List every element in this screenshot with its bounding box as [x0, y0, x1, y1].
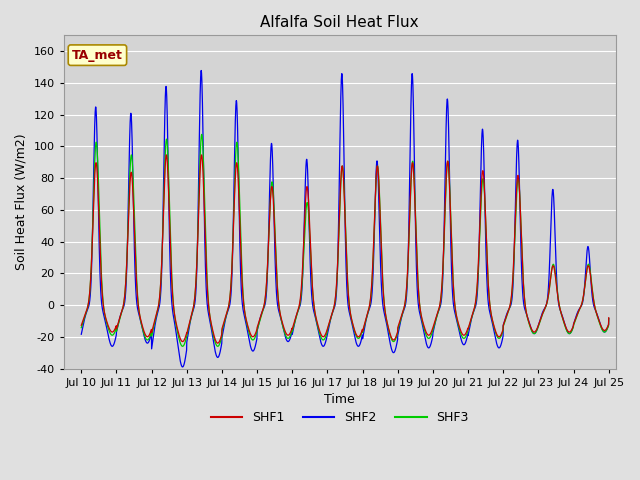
SHF3 — [581, 281, 589, 287]
SHF1 — [214, 340, 221, 346]
SHF1 — [331, 298, 339, 304]
SHF2 — [197, 68, 205, 73]
SHF3 — [605, 316, 612, 322]
SHF2 — [253, 337, 260, 343]
Legend: SHF1, SHF2, SHF3: SHF1, SHF2, SHF3 — [205, 406, 474, 429]
SHF2 — [581, 275, 589, 281]
SHF1 — [605, 315, 612, 321]
Title: Alfalfa Soil Heat Flux: Alfalfa Soil Heat Flux — [260, 15, 419, 30]
SHF1 — [398, 312, 406, 318]
Y-axis label: Soil Heat Flux (W/m2): Soil Heat Flux (W/m2) — [15, 133, 28, 270]
SHF3 — [183, 334, 191, 340]
X-axis label: Time: Time — [324, 393, 355, 406]
SHF1 — [183, 330, 191, 336]
Line: SHF3: SHF3 — [81, 134, 609, 346]
SHF2 — [288, 331, 296, 336]
SHF3 — [331, 300, 339, 305]
SHF2 — [77, 331, 85, 337]
SHF3 — [198, 132, 205, 137]
Line: SHF2: SHF2 — [81, 71, 609, 367]
SHF2 — [605, 316, 612, 322]
SHF3 — [288, 329, 296, 335]
SHF1 — [253, 328, 260, 334]
SHF1 — [77, 323, 85, 328]
SHF2 — [398, 314, 406, 320]
SHF2 — [179, 364, 186, 370]
Text: TA_met: TA_met — [72, 48, 123, 61]
SHF1 — [288, 327, 296, 333]
SHF3 — [398, 313, 406, 319]
SHF1 — [581, 280, 589, 286]
SHF3 — [179, 343, 186, 349]
SHF2 — [331, 302, 339, 308]
Line: SHF1: SHF1 — [81, 155, 609, 343]
SHF1 — [163, 152, 170, 158]
SHF3 — [253, 330, 260, 336]
SHF3 — [77, 325, 85, 331]
SHF2 — [183, 347, 191, 353]
